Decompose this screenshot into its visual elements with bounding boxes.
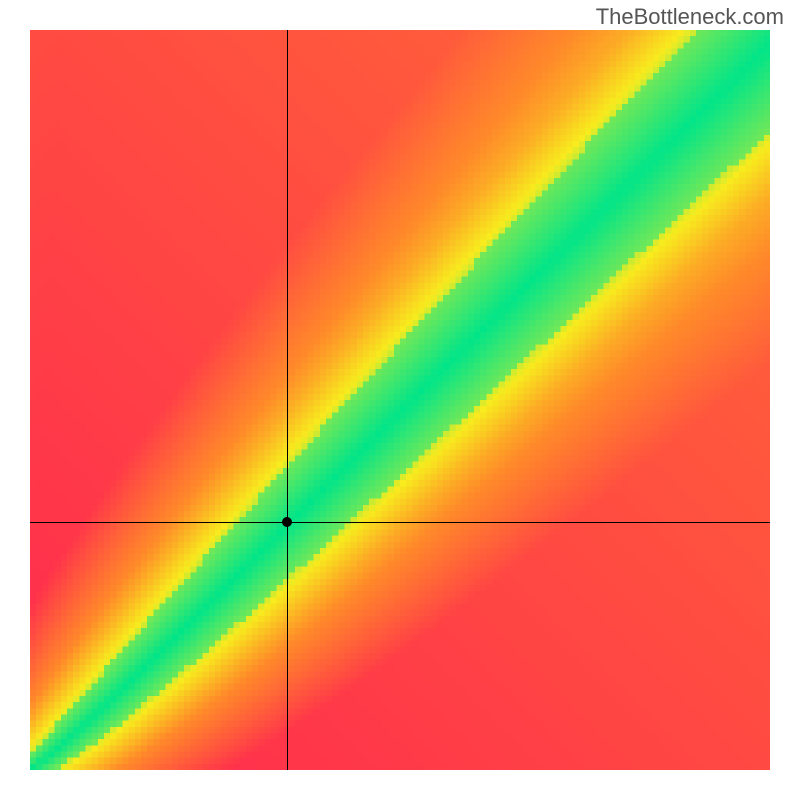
marker-dot <box>282 517 292 527</box>
crosshair-horizontal <box>30 522 770 523</box>
crosshair-vertical <box>287 30 288 770</box>
watermark-text: TheBottleneck.com <box>596 4 784 30</box>
heatmap-plot <box>30 30 770 770</box>
heatmap-canvas <box>30 30 770 770</box>
